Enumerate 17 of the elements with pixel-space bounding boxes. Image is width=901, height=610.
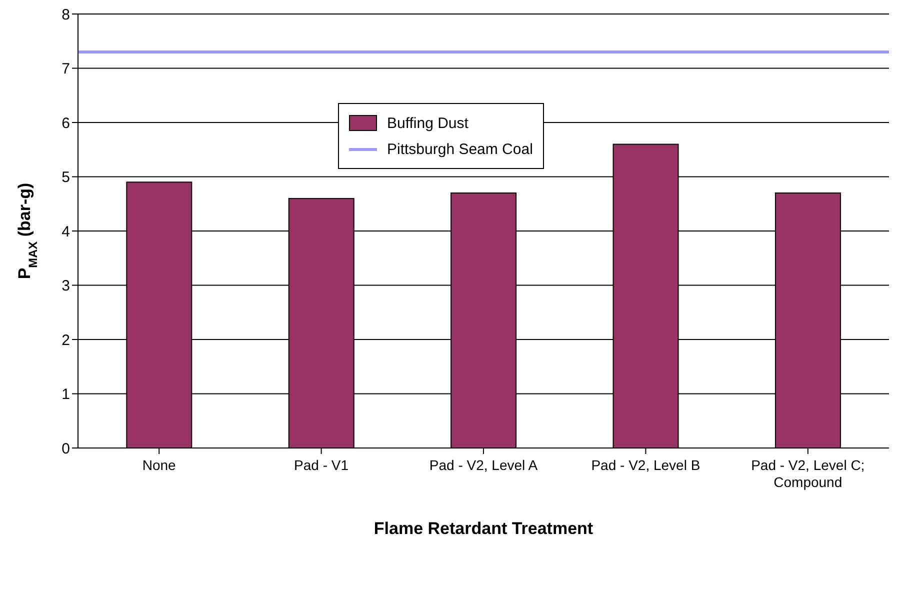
x-axis-title: Flame Retardant Treatment — [374, 519, 594, 538]
x-tick-label: Pad - V2, Level A — [429, 457, 538, 473]
y-tick-label: 1 — [62, 386, 70, 404]
x-tick-label: None — [142, 457, 176, 473]
y-tick-label: 5 — [62, 169, 70, 186]
y-tick-label: 6 — [62, 114, 70, 132]
legend-label: Buffing Dust — [387, 114, 468, 132]
x-tick-label: Pad - V2, Level B — [591, 457, 700, 473]
y-tick-label: 4 — [62, 223, 70, 240]
legend-label: Pittsburgh Seam Coal — [387, 140, 533, 158]
y-tick-label: 0 — [62, 440, 70, 458]
y-tick-label: 3 — [62, 278, 70, 295]
y-tick-label: 2 — [62, 332, 70, 349]
x-tick-label: Pad - V1 — [294, 457, 349, 473]
x-tick-label: Pad - V2, Level C; Compound — [751, 457, 865, 490]
y-tick-label: 8 — [62, 6, 70, 24]
y-tick-label: 7 — [62, 60, 70, 78]
